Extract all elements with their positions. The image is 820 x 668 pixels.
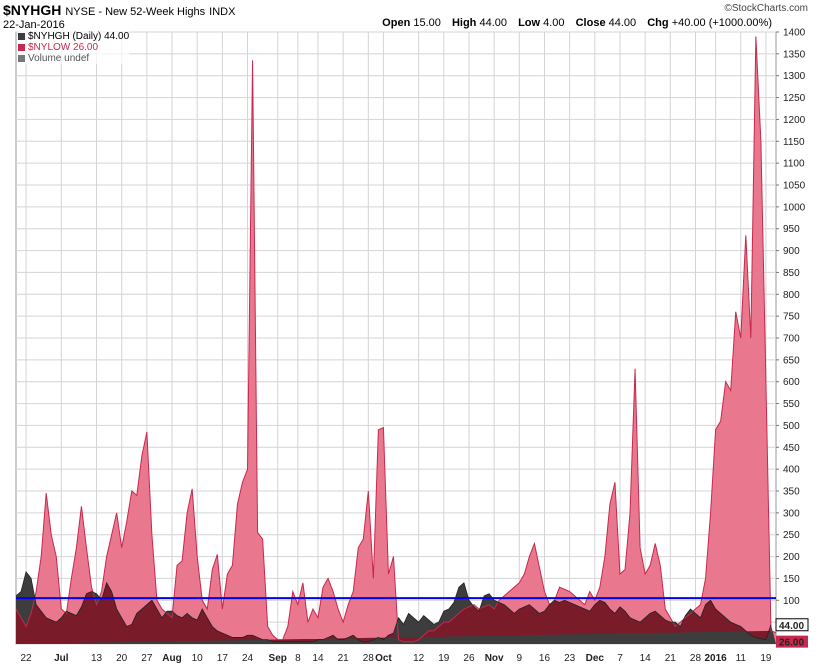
y-tick-label: 1250 [783, 93, 806, 104]
low-value: 4.00 [543, 17, 565, 29]
y-tick-label: 1050 [783, 181, 806, 192]
x-tick-label: Oct [375, 653, 392, 664]
nyhgh-last-value-tag [775, 618, 809, 632]
index-name: NYSE - New 52-Week Highs [65, 6, 206, 18]
legend-label-nyhgh: $NYHGH (Daily) 44.00 [28, 31, 130, 42]
nyhgh-last-value: 44.00 [779, 621, 804, 632]
x-tick-label: 23 [564, 653, 576, 664]
y-tick-label: 850 [783, 268, 800, 279]
stockcharts-logo: ©StockCharts.com [724, 3, 808, 14]
y-tick-label: 1150 [783, 137, 805, 148]
y-tick-label: 500 [783, 421, 800, 432]
y-tick-label: 950 [783, 224, 800, 235]
high-value: 44.00 [479, 17, 507, 29]
y-tick-label: 1100 [783, 159, 805, 170]
x-tick-label: 13 [91, 653, 103, 664]
x-tick-label: 26 [463, 653, 475, 664]
low-label: Low [518, 17, 541, 29]
x-tick-label: 2016 [704, 653, 727, 664]
y-tick-label: 350 [783, 487, 800, 498]
legend-swatch-nyhgh [18, 33, 25, 40]
x-tick-label: 12 [413, 653, 425, 664]
y-tick-label: 1300 [783, 71, 806, 82]
chart-date: 22-Jan-2016 [3, 19, 65, 31]
symbol: $NYHGH [3, 2, 62, 18]
x-tick-label: 28 [363, 653, 375, 664]
x-tick-label: Sep [269, 653, 287, 664]
y-tick-label: 900 [783, 246, 800, 257]
x-tick-label: 19 [760, 653, 772, 664]
y-tick-label: 400 [783, 465, 800, 476]
y-tick-label: 600 [783, 377, 800, 388]
x-tick-label: 21 [338, 653, 350, 664]
nyhgh-line [15, 570, 772, 643]
y-tick-label: 650 [783, 355, 800, 366]
open-value: 15.00 [413, 17, 441, 29]
nylow-last-value: 26.00 [779, 638, 804, 649]
legend-item-nylow: $NYLOW 26.00 [18, 42, 129, 53]
y-tick-label: 1350 [783, 49, 806, 60]
exchange-label: INDX [209, 6, 236, 18]
x-tick-label: 8 [295, 653, 301, 664]
x-tick-label: Dec [586, 653, 605, 664]
chart-header: $NYHGH NYSE - New 52-Week Highs INDX 22-Ja… [0, 0, 820, 44]
legend-item-volume: Volume undef [18, 53, 129, 64]
x-tick-label: 14 [312, 653, 324, 664]
open-label: Open [382, 17, 411, 29]
y-tick-label: 1000 [783, 202, 806, 213]
y-tick-label: 250 [783, 530, 800, 541]
x-tick-label: 9 [517, 653, 523, 664]
chart-legend: $NYHGH (Daily) 44.00 $NYLOW 26.00 Volume… [18, 31, 130, 64]
y-tick-label: 800 [783, 290, 800, 301]
y-tick-label: 750 [783, 312, 800, 323]
chg-label: Chg [647, 17, 669, 29]
x-tick-label: 24 [242, 653, 254, 664]
x-tick-label: 19 [438, 653, 450, 664]
legend-swatch-volume [18, 55, 25, 62]
nylow-last-value-tag [776, 635, 808, 648]
x-tick-label: 11 [736, 653, 747, 664]
legend-label-nylow: $NYLOW 26.00 [28, 42, 99, 53]
overlap-area [16, 582, 771, 644]
high-label: High [451, 17, 477, 29]
y-tick-label: 450 [783, 443, 800, 454]
legend-swatch-nylow [18, 44, 25, 51]
y-tick-label: 100 [783, 596, 800, 607]
legend-item-nyhgh: $NYHGH (Daily) 44.00 [18, 31, 129, 42]
x-tick-label: 28 [690, 653, 702, 664]
close-label: Close [575, 17, 606, 29]
x-tick-label: 10 [192, 653, 204, 664]
y-tick-label: 1200 [783, 115, 806, 126]
x-tick-label: Nov [485, 653, 504, 664]
x-tick-label: 16 [539, 653, 551, 664]
y-tick-label: 700 [783, 334, 800, 345]
y-tick-label: 1400 [783, 28, 806, 39]
y-tick-label: 550 [783, 399, 800, 410]
x-tick-label: 21 [665, 653, 677, 664]
x-tick-label: 27 [141, 653, 153, 664]
x-tick-label: 22 [21, 653, 33, 664]
legend-label-volume: Volume undef [28, 53, 90, 64]
y-tick-label: 150 [783, 574, 800, 585]
y-tick-label: 300 [783, 508, 800, 519]
x-tick-label: 7 [617, 653, 623, 664]
x-tick-label: Aug [162, 653, 181, 664]
close-value: 44.00 [608, 17, 637, 29]
x-tick-label: 14 [640, 653, 652, 664]
y-tick-label: 200 [783, 552, 800, 563]
x-tick-label: 17 [217, 653, 229, 664]
chg-value: +40.00 (+1000.00%) [671, 17, 772, 29]
x-tick-label: 20 [116, 653, 128, 664]
ticker-line: $NYHGH NYSE - New 52-Week Highs INDX [3, 2, 235, 18]
ohlc-readout: Open 15.00 High 44.00 Low 4.00 Close 44.… [382, 17, 772, 29]
x-tick-label: Jul [54, 653, 69, 664]
